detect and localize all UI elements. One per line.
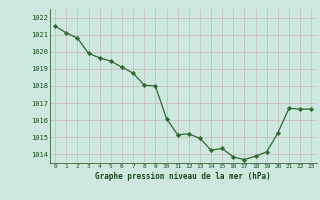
X-axis label: Graphe pression niveau de la mer (hPa): Graphe pression niveau de la mer (hPa) bbox=[95, 172, 271, 181]
